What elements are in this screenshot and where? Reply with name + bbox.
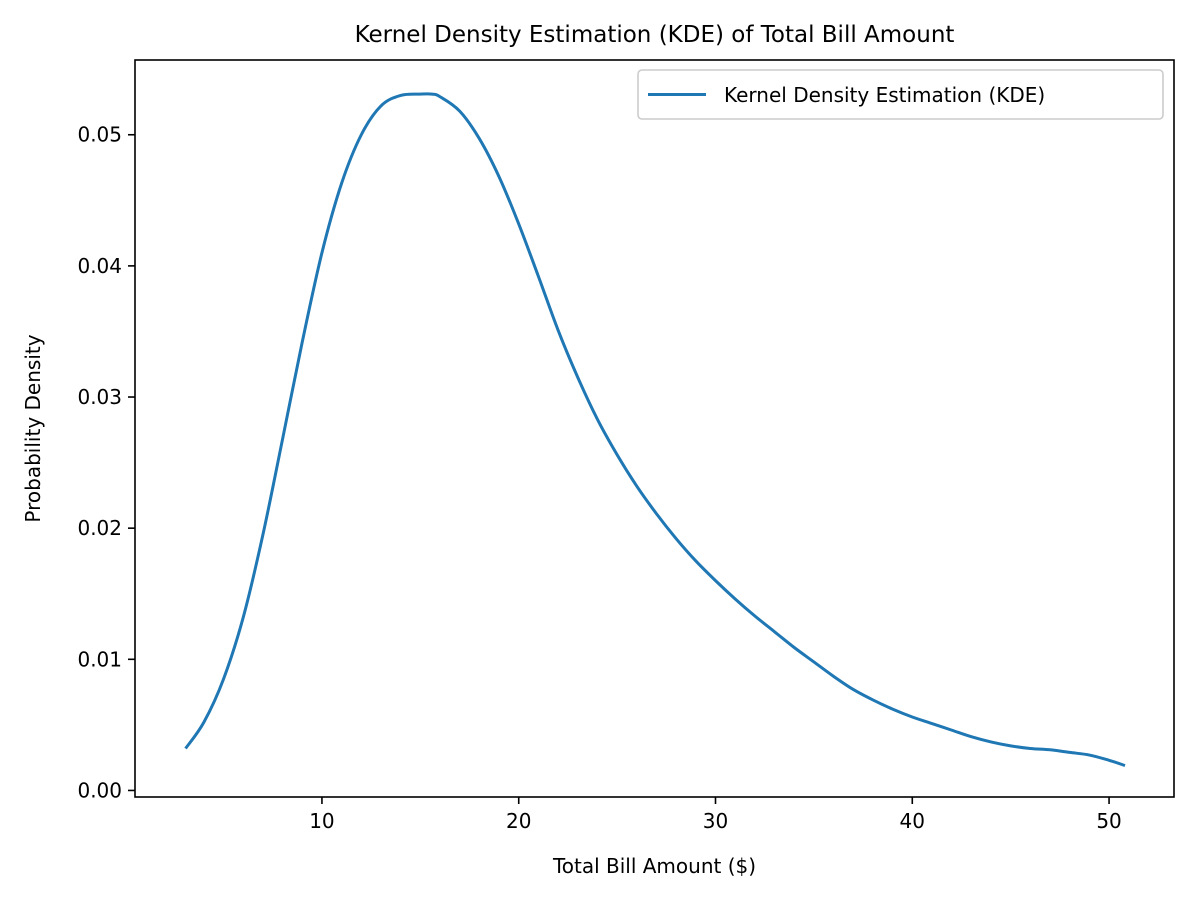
y-axis-label: Probability Density: [21, 334, 45, 522]
plot-frame: [134, 59, 1175, 798]
y-tick-label: 0.04: [77, 254, 122, 278]
x-axis-label: Total Bill Amount ($): [552, 854, 756, 878]
y-tick-label: 0.00: [77, 778, 122, 802]
x-tick-label: 10: [309, 809, 334, 833]
y-tick-label: 0.05: [77, 123, 122, 147]
x-tick-label: 50: [1096, 809, 1121, 833]
x-tick-label: 30: [703, 809, 728, 833]
chart-title: Kernel Density Estimation (KDE) of Total…: [355, 22, 955, 48]
y-tick-label: 0.03: [77, 385, 122, 409]
legend-box: [637, 69, 1164, 120]
kde-series-line: [184, 92, 1126, 767]
x-axis-ticks: 10 20 30 40 50: [309, 797, 1122, 833]
legend: Kernel Density Estimation (KDE): [637, 69, 1164, 120]
y-tick-label: 0.01: [77, 647, 122, 671]
x-tick-label: 40: [900, 809, 925, 833]
legend-label-kde: Kernel Density Estimation (KDE): [724, 83, 1045, 107]
x-tick-label: 20: [506, 809, 531, 833]
y-tick-label: 0.02: [77, 516, 122, 540]
plot-area: [135, 60, 1174, 797]
y-axis-ticks: 0.00 0.01 0.02 0.03 0.04 0.05: [77, 123, 135, 802]
